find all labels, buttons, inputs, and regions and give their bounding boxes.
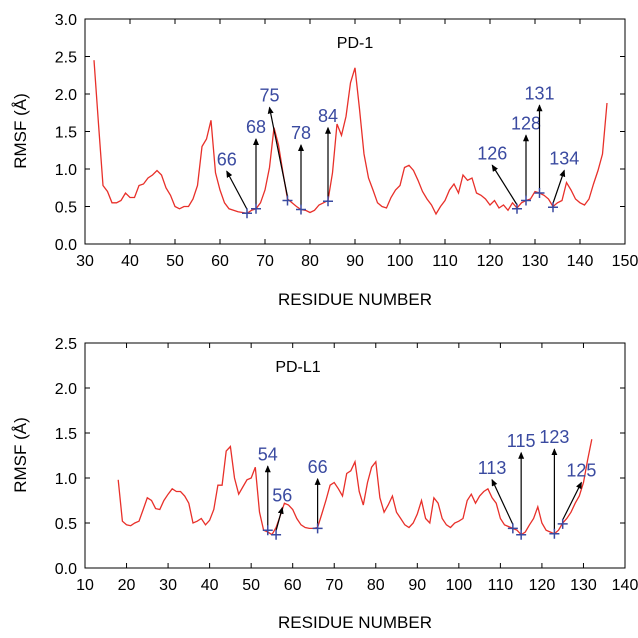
y-tick-label: 2.5 (55, 336, 77, 353)
x-tick-label: 50 (166, 253, 184, 270)
annotation-arrow (275, 506, 284, 531)
residue-marker (262, 525, 273, 536)
y-tick-label: 2.5 (55, 50, 77, 67)
x-tick-label: 110 (488, 577, 514, 594)
y-axis-label-pdl1: RMSF (Å) (11, 417, 30, 493)
y-tick-label: 2.0 (55, 87, 77, 104)
y-axis-label-pd1: RMSF (Å) (11, 93, 30, 169)
residue-label: 68 (246, 117, 266, 137)
x-tick-label: 90 (408, 577, 426, 594)
x-tick-label: 150 (612, 253, 638, 270)
residue-marker (512, 203, 522, 214)
residue-marker (282, 195, 293, 206)
residue-label: 78 (291, 123, 311, 143)
residue-label: 125 (566, 461, 596, 481)
y-tick-label: 1.0 (55, 162, 77, 179)
y-tick-label: 2.0 (55, 381, 77, 398)
residue-marker (251, 203, 261, 214)
x-tick-label: 60 (211, 253, 229, 270)
y-tick-label: 0.5 (55, 200, 77, 217)
x-tick-label: 40 (121, 253, 139, 270)
x-tick-label: 100 (445, 577, 472, 594)
residue-label: 66 (217, 149, 237, 169)
ticks-pd1: 30 40 50 60 70 80 90 100 110 120 130 140 150 0.0 0.5 1.… (55, 12, 638, 270)
residue-marker (271, 529, 282, 540)
chart-title-pdl1: PD-L1 (275, 359, 320, 376)
annotation-arrow (491, 478, 514, 525)
x-tick-label: 50 (242, 577, 260, 594)
y-tick-label: 1.5 (55, 125, 77, 142)
x-axis-label-pd1: RESIDUE NUMBER (278, 290, 432, 309)
x-tick-label: 80 (301, 253, 319, 270)
annotation-arrow (491, 164, 518, 206)
y-tick-label: 0.0 (55, 561, 77, 578)
residue-label: 84 (318, 106, 338, 126)
residue-label: 115 (507, 431, 536, 451)
ticks-pdl1: 10 20 30 40 50 60 70 80 90 100 110 120 130 140 0.0 0.5 1… (55, 336, 638, 594)
panel-pd1: PD-1 RESIDUE NUMBER RMSF (Å) 30 40 50 60 70 8… (11, 12, 638, 309)
residue-label: 128 (511, 113, 541, 133)
x-tick-label: 130 (522, 253, 549, 270)
residue-label: 56 (272, 486, 292, 506)
residue-label: 113 (478, 458, 507, 478)
residue-marker (242, 208, 252, 219)
x-tick-label: 140 (567, 253, 594, 270)
annotation-arrow (562, 481, 582, 521)
residue-marker (548, 202, 558, 213)
y-tick-label: 0.5 (55, 516, 77, 533)
x-tick-label: 70 (325, 577, 343, 594)
x-tick-label: 30 (159, 577, 177, 594)
panel-pdl1: PD-L1 RESIDUE NUMBER RMSF (Å) 10 20 30 40 50… (11, 336, 638, 632)
x-tick-label: 120 (529, 577, 556, 594)
residue-label: 75 (259, 86, 279, 106)
residue-marker (557, 518, 568, 529)
y-tick-label: 1.5 (55, 426, 77, 443)
chart-title-pd1: PD-1 (337, 35, 374, 52)
y-tick-label: 1.0 (55, 471, 77, 488)
rmsf-series-line (93, 60, 608, 216)
residue-marker (549, 528, 560, 539)
annotation-arrow (552, 169, 566, 204)
x-tick-label: 30 (76, 253, 94, 270)
x-tick-label: 40 (201, 577, 219, 594)
x-axis-label-pdl1: RESIDUE NUMBER (278, 613, 432, 632)
plot-frame-pdl1 (84, 342, 626, 569)
x-tick-label: 100 (387, 253, 414, 270)
x-tick-label: 110 (432, 253, 458, 270)
plot-frame-pd1 (84, 18, 626, 245)
residue-label: 131 (524, 83, 554, 103)
y-tick-label: 3.0 (55, 12, 77, 29)
x-tick-label: 130 (570, 577, 597, 594)
x-tick-label: 140 (612, 577, 638, 594)
residue-marker (516, 529, 527, 540)
residue-marker (534, 188, 545, 198)
residue-label: 123 (539, 427, 569, 447)
residue-label: 126 (477, 143, 507, 163)
x-tick-label: 80 (367, 577, 385, 594)
residue-marker (296, 204, 306, 215)
x-tick-label: 70 (256, 253, 274, 270)
y-tick-label: 0.0 (55, 237, 77, 254)
residue-marker (312, 523, 323, 534)
residue-marker (521, 195, 531, 206)
residue-label: 134 (549, 149, 579, 169)
x-tick-label: 10 (76, 577, 94, 594)
x-tick-label: 90 (346, 253, 364, 270)
annotation-arrow (226, 170, 248, 210)
x-tick-label: 120 (477, 253, 504, 270)
residue-marker (507, 523, 518, 534)
x-tick-label: 60 (284, 577, 302, 594)
residue-label: 66 (308, 457, 328, 477)
residue-label: 54 (258, 444, 278, 464)
residue-marker (323, 196, 333, 207)
x-tick-label: 20 (118, 577, 136, 594)
annotation-arrow (267, 106, 289, 197)
